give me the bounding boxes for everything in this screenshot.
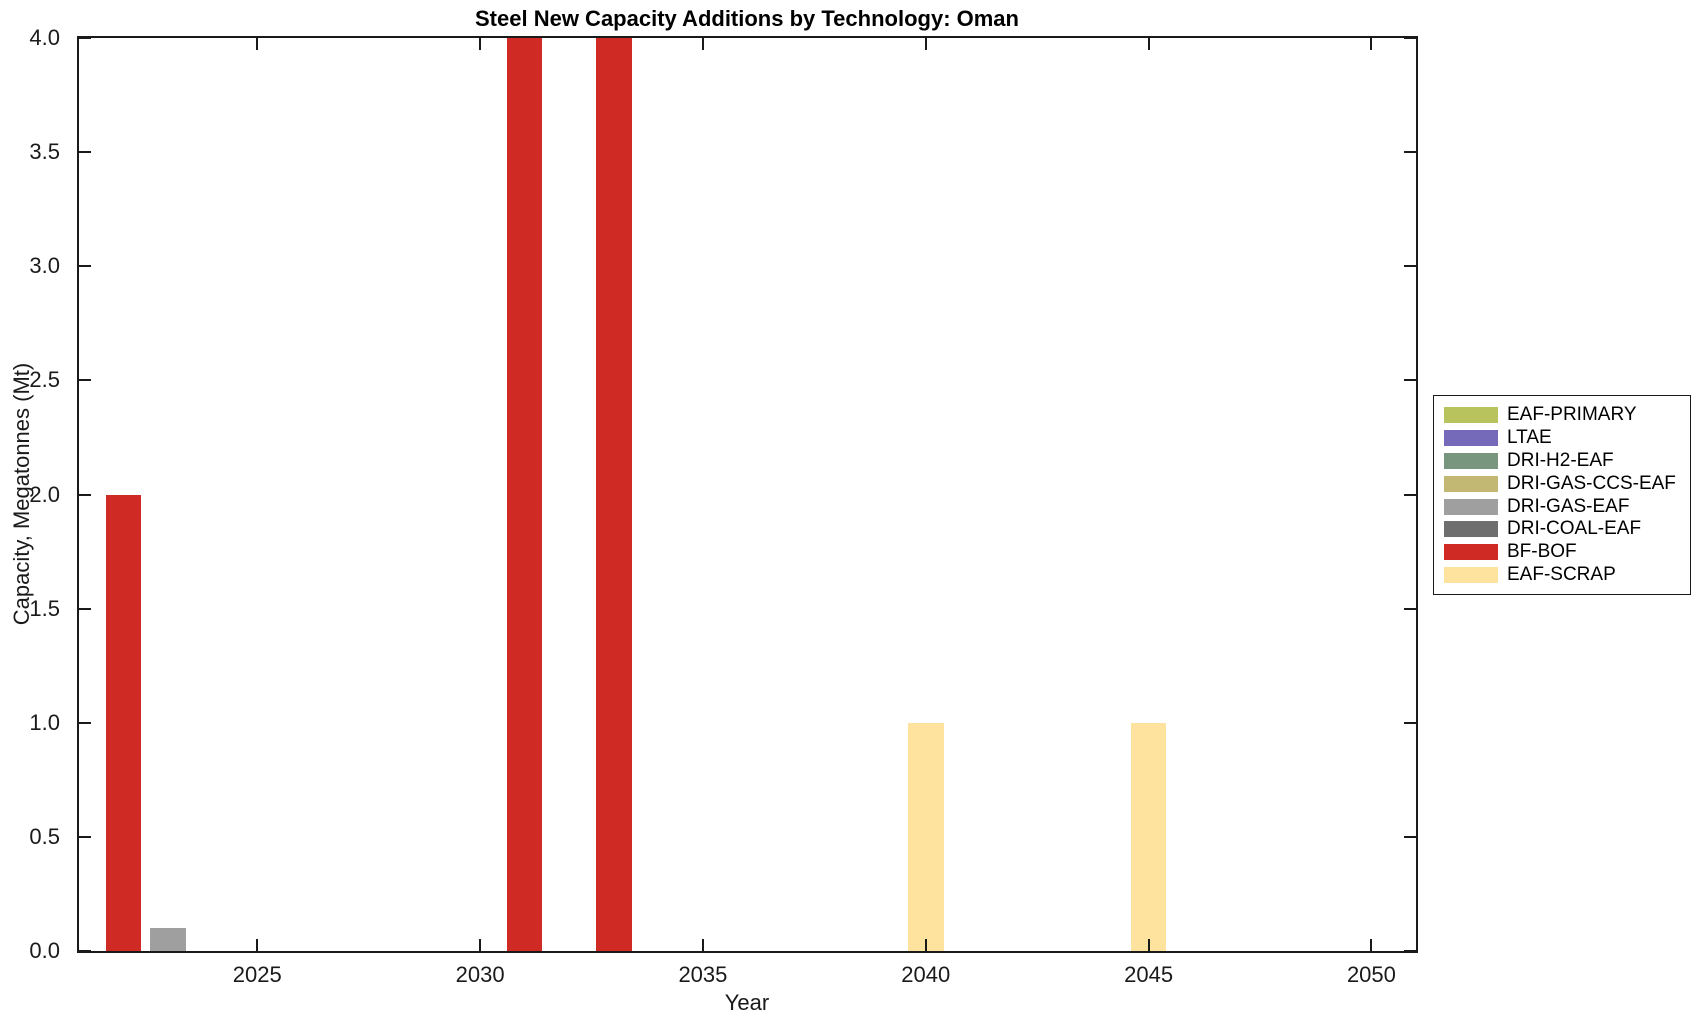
legend-item-DRI-GAS-CCS-EAF: DRI-GAS-CCS-EAF bbox=[1444, 472, 1680, 495]
chart-title: Steel New Capacity Additions by Technolo… bbox=[475, 6, 1019, 31]
y-tick-label-0.5: 0.5 bbox=[29, 823, 60, 849]
x-tick-top-2040 bbox=[924, 38, 927, 50]
y-tick-right-2.5 bbox=[1404, 379, 1416, 382]
bar-EAF-SCRAP-2045 bbox=[1130, 722, 1167, 951]
x-tick-top-2045 bbox=[1147, 38, 1150, 50]
legend-swatch-EAF-PRIMARY bbox=[1444, 407, 1498, 424]
legend-item-DRI-GAS-EAF: DRI-GAS-EAF bbox=[1444, 495, 1680, 518]
y-tick-right-1.5 bbox=[1404, 607, 1416, 610]
x-tick-bottom-2030 bbox=[479, 939, 482, 951]
legend-swatch-DRI-COAL-EAF bbox=[1444, 521, 1498, 538]
y-tick-label-3.5: 3.5 bbox=[29, 139, 60, 165]
legend-label-LTAE: LTAE bbox=[1507, 427, 1552, 449]
y-tick-label-0.0: 0.0 bbox=[29, 938, 60, 963]
y-tick-right-2 bbox=[1404, 493, 1416, 496]
legend-item-DRI-H2-EAF: DRI-H2-EAF bbox=[1444, 450, 1680, 473]
y-tick-label-2.5: 2.5 bbox=[29, 367, 60, 393]
x-tick-top-2035 bbox=[701, 38, 704, 50]
x-axis-label: Year bbox=[724, 990, 770, 1015]
y-tick-left-0.5 bbox=[79, 835, 91, 838]
y-tick-label-3.0: 3.0 bbox=[29, 253, 60, 279]
legend-label-BF-BOF: BF-BOF bbox=[1507, 541, 1577, 563]
legend-item-EAF-SCRAP: EAF-SCRAP bbox=[1444, 564, 1680, 587]
bar-EAF-SCRAP-2040 bbox=[907, 722, 944, 951]
plot-area bbox=[77, 36, 1418, 953]
x-tick-bottom-2045 bbox=[1147, 939, 1150, 951]
bar-BF-BOF-2033 bbox=[595, 38, 632, 951]
legend-label-DRI-GAS-EAF: DRI-GAS-EAF bbox=[1507, 495, 1630, 517]
x-tick-bottom-2035 bbox=[701, 939, 704, 951]
y-tick-right-3 bbox=[1404, 265, 1416, 268]
x-tick-label-2025: 2025 bbox=[232, 962, 282, 987]
legend-item-DRI-COAL-EAF: DRI-COAL-EAF bbox=[1444, 518, 1680, 541]
y-tick-right-0.5 bbox=[1404, 835, 1416, 838]
legend-item-BF-BOF: BF-BOF bbox=[1444, 541, 1680, 564]
x-tick-label-2040: 2040 bbox=[901, 962, 951, 987]
y-tick-label-2.0: 2.0 bbox=[29, 481, 60, 507]
legend-swatch-DRI-GAS-CCS-EAF bbox=[1444, 475, 1498, 492]
legend: EAF-PRIMARY LTAE DRI-H2-EAF DRI-GAS-CCS-EAF… bbox=[1433, 395, 1691, 596]
legend-swatch-LTAE bbox=[1444, 430, 1498, 447]
x-tick-bottom-2050 bbox=[1370, 939, 1373, 951]
y-tick-label-4.0: 4.0 bbox=[29, 25, 60, 50]
bar-DRI-GAS-EAF-2023 bbox=[150, 928, 186, 951]
x-tick-top-2025 bbox=[256, 38, 259, 50]
x-tick-label-2030: 2030 bbox=[455, 962, 505, 987]
y-tick-label-1.5: 1.5 bbox=[29, 595, 60, 621]
legend-swatch-DRI-H2-EAF bbox=[1444, 452, 1498, 469]
x-tick-bottom-2040 bbox=[924, 939, 927, 951]
legend-item-LTAE: LTAE bbox=[1444, 427, 1680, 450]
y-tick-left-2.5 bbox=[79, 379, 91, 382]
y-tick-left-0 bbox=[79, 950, 91, 952]
y-tick-right-0 bbox=[1404, 950, 1416, 952]
x-tick-top-2030 bbox=[479, 38, 482, 50]
y-tick-left-2 bbox=[79, 493, 91, 496]
x-tick-label-2045: 2045 bbox=[1124, 962, 1174, 987]
y-tick-left-1.5 bbox=[79, 607, 91, 610]
legend-swatch-BF-BOF bbox=[1444, 544, 1498, 561]
legend-label-DRI-COAL-EAF: DRI-COAL-EAF bbox=[1507, 518, 1642, 540]
y-tick-right-1 bbox=[1404, 721, 1416, 724]
legend-swatch-DRI-GAS-EAF bbox=[1444, 498, 1498, 515]
y-tick-right-4 bbox=[1404, 37, 1416, 39]
legend-label-EAF-SCRAP: EAF-SCRAP bbox=[1507, 563, 1616, 585]
x-tick-label-2050: 2050 bbox=[1346, 962, 1396, 987]
legend-label-EAF-PRIMARY: EAF-PRIMARY bbox=[1507, 404, 1637, 426]
x-tick-label-2035: 2035 bbox=[678, 962, 728, 987]
y-tick-left-4 bbox=[79, 37, 91, 39]
y-tick-label-1.0: 1.0 bbox=[29, 709, 60, 735]
x-tick-bottom-2025 bbox=[256, 939, 259, 951]
legend-swatch-EAF-SCRAP bbox=[1444, 566, 1498, 583]
y-tick-left-3 bbox=[79, 265, 91, 268]
legend-label-DRI-GAS-CCS-EAF: DRI-GAS-CCS-EAF bbox=[1507, 472, 1676, 494]
bar-BF-BOF-2022 bbox=[105, 494, 142, 951]
bar-BF-BOF-2031 bbox=[506, 38, 543, 951]
x-tick-top-2050 bbox=[1370, 38, 1373, 50]
legend-label-DRI-H2-EAF: DRI-H2-EAF bbox=[1507, 449, 1614, 471]
legend-item-EAF-PRIMARY: EAF-PRIMARY bbox=[1444, 404, 1680, 427]
y-tick-left-1 bbox=[79, 721, 91, 724]
y-tick-left-3.5 bbox=[79, 151, 91, 154]
y-tick-right-3.5 bbox=[1404, 151, 1416, 154]
